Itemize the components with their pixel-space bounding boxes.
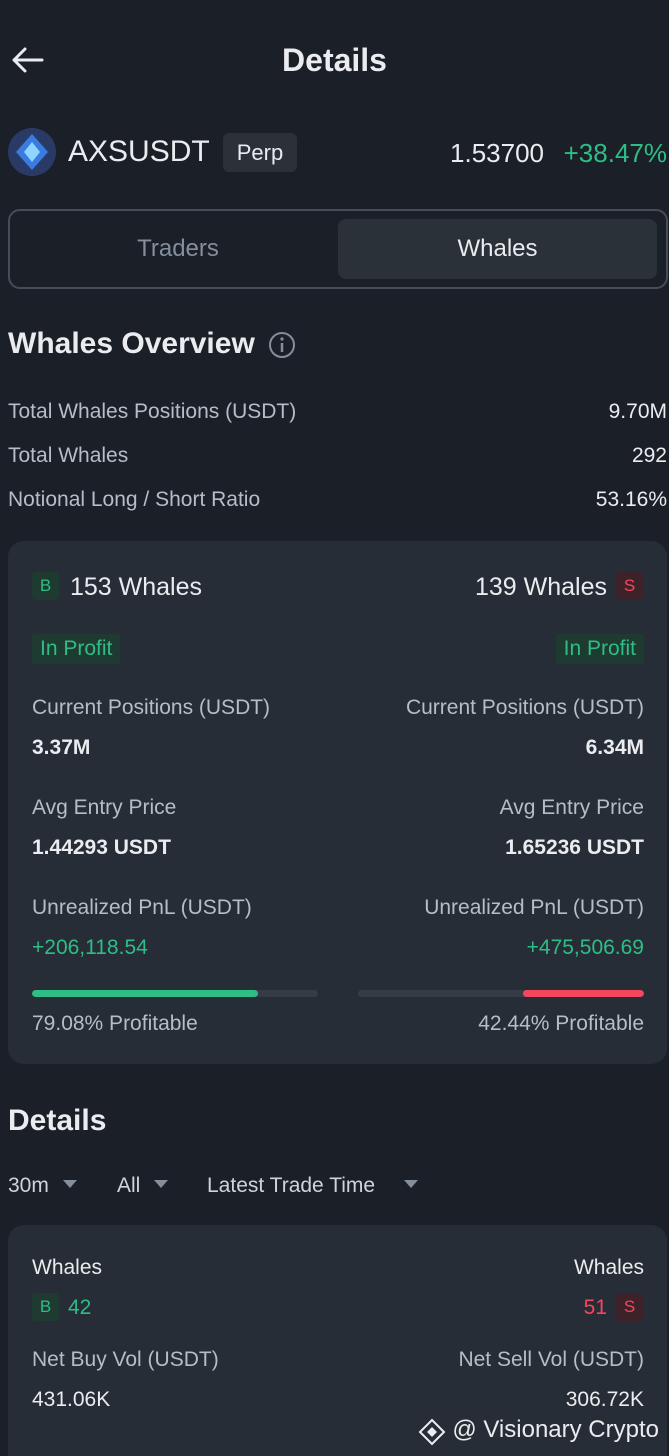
tab-active[interactable]: Whales [338, 219, 657, 279]
positions-value: 3.37M [32, 736, 91, 759]
progress-track [358, 990, 644, 997]
progress-fill [32, 990, 259, 997]
filter[interactable]: All [117, 1174, 141, 1197]
whales-card [8, 541, 667, 1064]
positions-label: Current Positions (USDT) [405, 696, 644, 719]
vol-value: 306.72K [565, 1388, 644, 1411]
buy-count: 42 [68, 1296, 92, 1319]
filter[interactable]: Latest Trade Time [207, 1174, 376, 1197]
overview-value: 9.70M [608, 400, 667, 423]
profitable-label: 42.44% Profitable [478, 1012, 644, 1035]
profit-badge: In Profit [32, 634, 121, 664]
positions-label: Current Positions (USDT) [32, 696, 271, 719]
long-whales: 153 Whales [70, 573, 203, 601]
vol-value: 431.06K [32, 1388, 111, 1411]
entry-value: 1.44293 USDT [32, 836, 171, 859]
pnl-value: +206,118.54 [32, 936, 148, 959]
price-change: +38.47% [563, 138, 667, 168]
overview-label: Notional Long / Short Ratio [8, 488, 261, 511]
sell-count: 51 [583, 1296, 607, 1319]
filter[interactable]: 30m [8, 1174, 49, 1197]
progress-track [32, 990, 318, 997]
entry-label: Avg Entry Price [32, 796, 177, 819]
pnl-value: +475,506.69 [526, 936, 644, 959]
caret [154, 1180, 168, 1188]
section-title: Details [8, 1104, 107, 1137]
sell-badge: S [616, 1293, 643, 1321]
pnl-label: Unrealized PnL (USDT) [424, 896, 644, 919]
caret [404, 1180, 418, 1188]
whales-label: Whales [32, 1256, 103, 1279]
back-button[interactable] [10, 45, 46, 75]
tab[interactable]: Traders [137, 235, 219, 262]
overview-label: Total Whales Positions (USDT) [8, 400, 297, 423]
progress-fill [522, 990, 644, 997]
profitable-label: 79.08% Profitable [32, 1012, 198, 1035]
details-card [8, 1225, 667, 1456]
buy-badge: B [32, 572, 59, 600]
positions-value: 6.34M [585, 736, 644, 759]
page-title: Details [282, 42, 387, 78]
whales-label: Whales [573, 1256, 644, 1279]
coin-icon [8, 128, 56, 176]
symbol-name: AXSUSDT [68, 135, 210, 168]
buy-badge: B [32, 1293, 59, 1321]
contract-badge: Perp [223, 133, 297, 172]
watermark-logo [418, 1418, 446, 1446]
entry-value: 1.65236 USDT [505, 836, 644, 859]
overview-label: Total Whales [8, 444, 129, 467]
vol-label: Net Buy Vol (USDT) [32, 1348, 219, 1371]
overview-value: 53.16% [595, 488, 667, 511]
vol-label: Net Sell Vol (USDT) [458, 1348, 644, 1371]
entry-label: Avg Entry Price [499, 796, 644, 819]
info-icon[interactable] [268, 331, 296, 359]
overview-value: 292 [631, 444, 667, 467]
price: 1.53700 [450, 138, 544, 168]
profit-badge: In Profit [555, 634, 644, 664]
section-title: Whales Overview [8, 327, 255, 360]
sell-badge: S [616, 572, 643, 600]
caret [63, 1180, 77, 1188]
tab-bar [8, 209, 668, 289]
watermark: @ Visionary Crypto [452, 1416, 659, 1443]
pnl-label: Unrealized PnL (USDT) [32, 896, 252, 919]
short-whales: 139 Whales [474, 573, 607, 601]
